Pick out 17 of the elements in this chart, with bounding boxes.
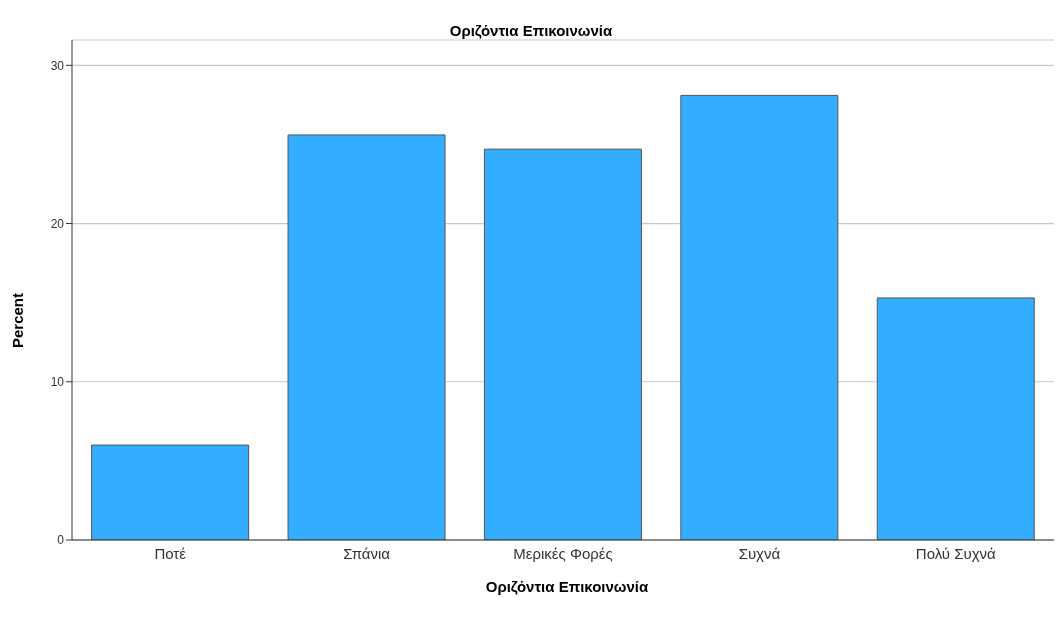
x-tick-label: Σπάνια	[343, 544, 391, 562]
y-tick-label: 30	[50, 58, 65, 73]
x-tick-label: Πολύ Συχνά	[915, 544, 997, 562]
bar	[483, 148, 642, 540]
x-tick-label: Μερικές Φορές	[513, 544, 613, 562]
chart-title: Οριζόντια Επικοινωνία	[448, 22, 614, 39]
y-tick-label: 10	[50, 375, 65, 390]
y-tick-label: 20	[50, 216, 65, 231]
bar	[876, 297, 1035, 540]
x-axis-title: Οριζόντια Επικοινωνία	[484, 578, 650, 595]
y-axis-title: Percent	[9, 292, 27, 348]
x-tick-label: Ποτέ	[154, 544, 187, 562]
y-tick-label: 0	[57, 533, 65, 548]
bar	[91, 444, 250, 540]
bar	[287, 134, 446, 540]
x-tick-label: Συχνά	[738, 544, 781, 562]
bar	[680, 94, 839, 540]
